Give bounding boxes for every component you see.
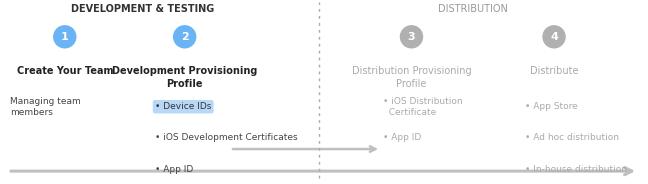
Text: Create Your Team: Create Your Team bbox=[17, 66, 113, 76]
Text: Distribution Provisioning
Profile: Distribution Provisioning Profile bbox=[352, 66, 471, 89]
Ellipse shape bbox=[400, 26, 422, 48]
Text: • App ID: • App ID bbox=[155, 165, 193, 174]
Ellipse shape bbox=[543, 26, 565, 48]
Ellipse shape bbox=[54, 26, 76, 48]
Text: Development Provisioning
Profile: Development Provisioning Profile bbox=[112, 66, 257, 89]
Text: • App Store: • App Store bbox=[525, 102, 578, 111]
Text: 4: 4 bbox=[550, 32, 558, 42]
Ellipse shape bbox=[174, 26, 196, 48]
Text: • Ad hoc distribution: • Ad hoc distribution bbox=[525, 134, 619, 142]
Text: 1: 1 bbox=[61, 32, 69, 42]
Text: Distribute: Distribute bbox=[530, 66, 578, 76]
Text: 2: 2 bbox=[181, 32, 189, 42]
Text: DISTRIBUTION: DISTRIBUTION bbox=[438, 4, 508, 14]
Text: Managing team
members: Managing team members bbox=[10, 97, 81, 117]
Text: • iOS Distribution
  Certificate: • iOS Distribution Certificate bbox=[383, 97, 463, 117]
Text: 3: 3 bbox=[408, 32, 415, 42]
Text: • In-house distribution: • In-house distribution bbox=[525, 165, 627, 174]
Text: • App ID: • App ID bbox=[383, 134, 421, 142]
Text: • iOS Development Certificates: • iOS Development Certificates bbox=[155, 134, 297, 142]
Text: • Device IDs: • Device IDs bbox=[155, 102, 211, 111]
Text: DEVELOPMENT & TESTING: DEVELOPMENT & TESTING bbox=[71, 4, 214, 14]
